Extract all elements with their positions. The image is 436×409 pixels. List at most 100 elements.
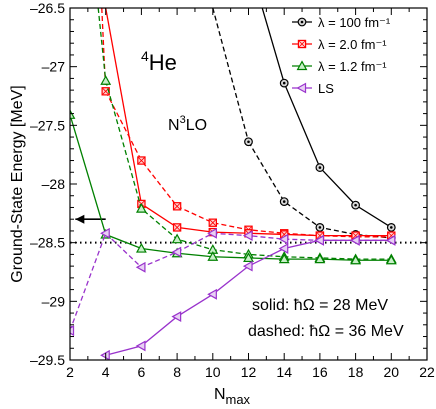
series-0-solid-point-dot bbox=[354, 203, 357, 207]
series-0-solid-point bbox=[279, 78, 289, 88]
series-2-solid-point bbox=[350, 254, 362, 265]
series-2 bbox=[70, 8, 397, 265]
series-3-solid-point-shape bbox=[278, 243, 289, 254]
series-3-dashed-point bbox=[242, 230, 253, 242]
series-2-solid-point bbox=[278, 253, 290, 264]
series-0-dashed-point-dot bbox=[247, 140, 250, 144]
series-1-dashed-point-x2 bbox=[209, 219, 217, 227]
x-axis-title: Nmax bbox=[214, 386, 251, 407]
series-2-dashed-point bbox=[100, 75, 112, 85]
series-0-solid-point-dot bbox=[318, 166, 322, 169]
series-3-solid-point bbox=[242, 260, 253, 272]
series-2-dashed-point bbox=[135, 203, 147, 213]
y-tick-label: –27.5 bbox=[30, 117, 65, 133]
series-1-dashed-lead bbox=[101, 8, 107, 92]
series-1-dashed-point-x2 bbox=[173, 203, 181, 210]
series-3-dashed-point bbox=[207, 227, 217, 239]
series-0-dashed-lead bbox=[212, 8, 250, 142]
series-2-solid-point-shape bbox=[278, 253, 290, 264]
series-3-dashed-point-shape bbox=[100, 227, 110, 239]
legend-swatch-marker-shape bbox=[296, 82, 307, 94]
series-0-solid-point bbox=[351, 200, 361, 210]
legend-item-2: λ = 1.2 fm⁻¹ bbox=[292, 59, 387, 74]
series-0-dashed-point bbox=[279, 197, 289, 207]
legend-label: λ = 2.0 fm⁻¹ bbox=[318, 37, 387, 52]
series-1-solid-point-x2 bbox=[280, 231, 288, 238]
dashed-style-note: dashed: ħΩ = 36 MeV bbox=[248, 323, 404, 340]
series-3-dashed-point bbox=[135, 261, 146, 273]
legend-item-3: LS bbox=[292, 81, 334, 96]
series-1-dashed-point-x2 bbox=[138, 157, 145, 164]
x-tick-label: 2 bbox=[66, 364, 74, 380]
x-tick-label: 14 bbox=[276, 364, 292, 380]
x-tick-label: 16 bbox=[312, 364, 328, 380]
series-1-dashed-line bbox=[105, 91, 392, 238]
nucleus-symbol: He bbox=[149, 50, 177, 75]
y-tick-label: –28.5 bbox=[30, 235, 65, 251]
legend-label: λ = 1.2 fm⁻¹ bbox=[318, 59, 387, 74]
series-3-solid-point-shape bbox=[242, 260, 253, 272]
series-2-dashed-point-shape bbox=[171, 233, 183, 244]
legend-swatch-marker-dot bbox=[300, 20, 304, 24]
legend-label: LS bbox=[318, 81, 334, 96]
series-3-dashed-point-shape bbox=[278, 233, 289, 245]
series-1-dashed-point bbox=[172, 202, 182, 211]
y-tick-label: –28 bbox=[42, 176, 66, 192]
nucleus-mass: 4 bbox=[141, 48, 149, 64]
legend-label: λ = 100 fm⁻¹ bbox=[318, 15, 391, 30]
y-tick-label: –29.5 bbox=[30, 352, 65, 368]
series-0-solid-line bbox=[261, 8, 392, 228]
series-3-solid-point bbox=[278, 243, 289, 254]
series-3-dashed-point-shape bbox=[207, 227, 217, 239]
order-base: N bbox=[168, 117, 180, 134]
series-1-dashed-point bbox=[137, 156, 146, 165]
legend-swatch-marker-shape bbox=[296, 60, 308, 71]
series-3-solid-point bbox=[349, 234, 360, 246]
series-2-solid-point bbox=[207, 251, 219, 261]
x-tick-label: 6 bbox=[138, 364, 146, 380]
series-3-dashed-point-shape bbox=[135, 261, 146, 273]
y-axis-title: Ground-State Energy [MeV] bbox=[9, 85, 26, 282]
series-1-solid-point-x2 bbox=[388, 232, 395, 239]
series-2-solid-point-shape bbox=[350, 254, 362, 265]
x-tick-label: 4 bbox=[102, 364, 110, 380]
solid-style-note: solid: ħΩ = 28 MeV bbox=[252, 297, 388, 314]
arrow-head bbox=[75, 214, 85, 224]
series-3-solid-point bbox=[314, 234, 325, 246]
series-3-dashed-point-shape bbox=[171, 246, 182, 258]
series-2-dashed-point-shape bbox=[100, 75, 112, 85]
series-0-dashed-point-dot bbox=[282, 200, 286, 203]
series-0-solid-point-dot bbox=[390, 226, 393, 229]
series-3-solid-point-shape bbox=[207, 288, 217, 300]
series-2-dashed-point bbox=[171, 233, 183, 244]
series-1-solid-point bbox=[172, 223, 182, 232]
x-tick-label: 18 bbox=[348, 364, 364, 380]
series-2-solid-point bbox=[135, 242, 147, 253]
series-0-solid-point-dot bbox=[282, 81, 286, 85]
series-2-dashed-lead bbox=[97, 8, 107, 81]
series-2-solid-point-shape bbox=[135, 242, 147, 253]
series-3-solid-point bbox=[207, 288, 217, 300]
plot-area bbox=[70, 8, 427, 360]
legend-item-0: λ = 100 fm⁻¹ bbox=[292, 15, 391, 30]
legend-swatch-marker bbox=[296, 82, 307, 94]
series-3-solid-point bbox=[171, 311, 182, 323]
series-3-solid-point bbox=[385, 234, 396, 246]
x-tick-label: 22 bbox=[419, 364, 435, 380]
series-2-solid-point-shape bbox=[385, 254, 397, 265]
y-tick-label: –26.5 bbox=[30, 0, 65, 16]
series-2-solid-line bbox=[70, 114, 392, 261]
order-label: N3LO bbox=[168, 114, 207, 134]
series-3 bbox=[70, 227, 396, 360]
series-3-dashed-point-shape bbox=[70, 325, 75, 337]
series-2-solid-point bbox=[314, 253, 326, 264]
series-1-solid-point-x2 bbox=[352, 232, 359, 239]
x-axis-title-sub: max bbox=[226, 392, 251, 407]
series-2-solid-point bbox=[243, 252, 254, 263]
x-tick-label: 10 bbox=[205, 364, 221, 380]
series-2-solid-point-shape bbox=[207, 251, 219, 261]
series-1-solid-point-x2 bbox=[316, 232, 324, 239]
legend-swatch-marker bbox=[297, 17, 307, 27]
series-3-dashed-point-shape bbox=[242, 230, 253, 242]
x-tick-label: 12 bbox=[241, 364, 257, 380]
